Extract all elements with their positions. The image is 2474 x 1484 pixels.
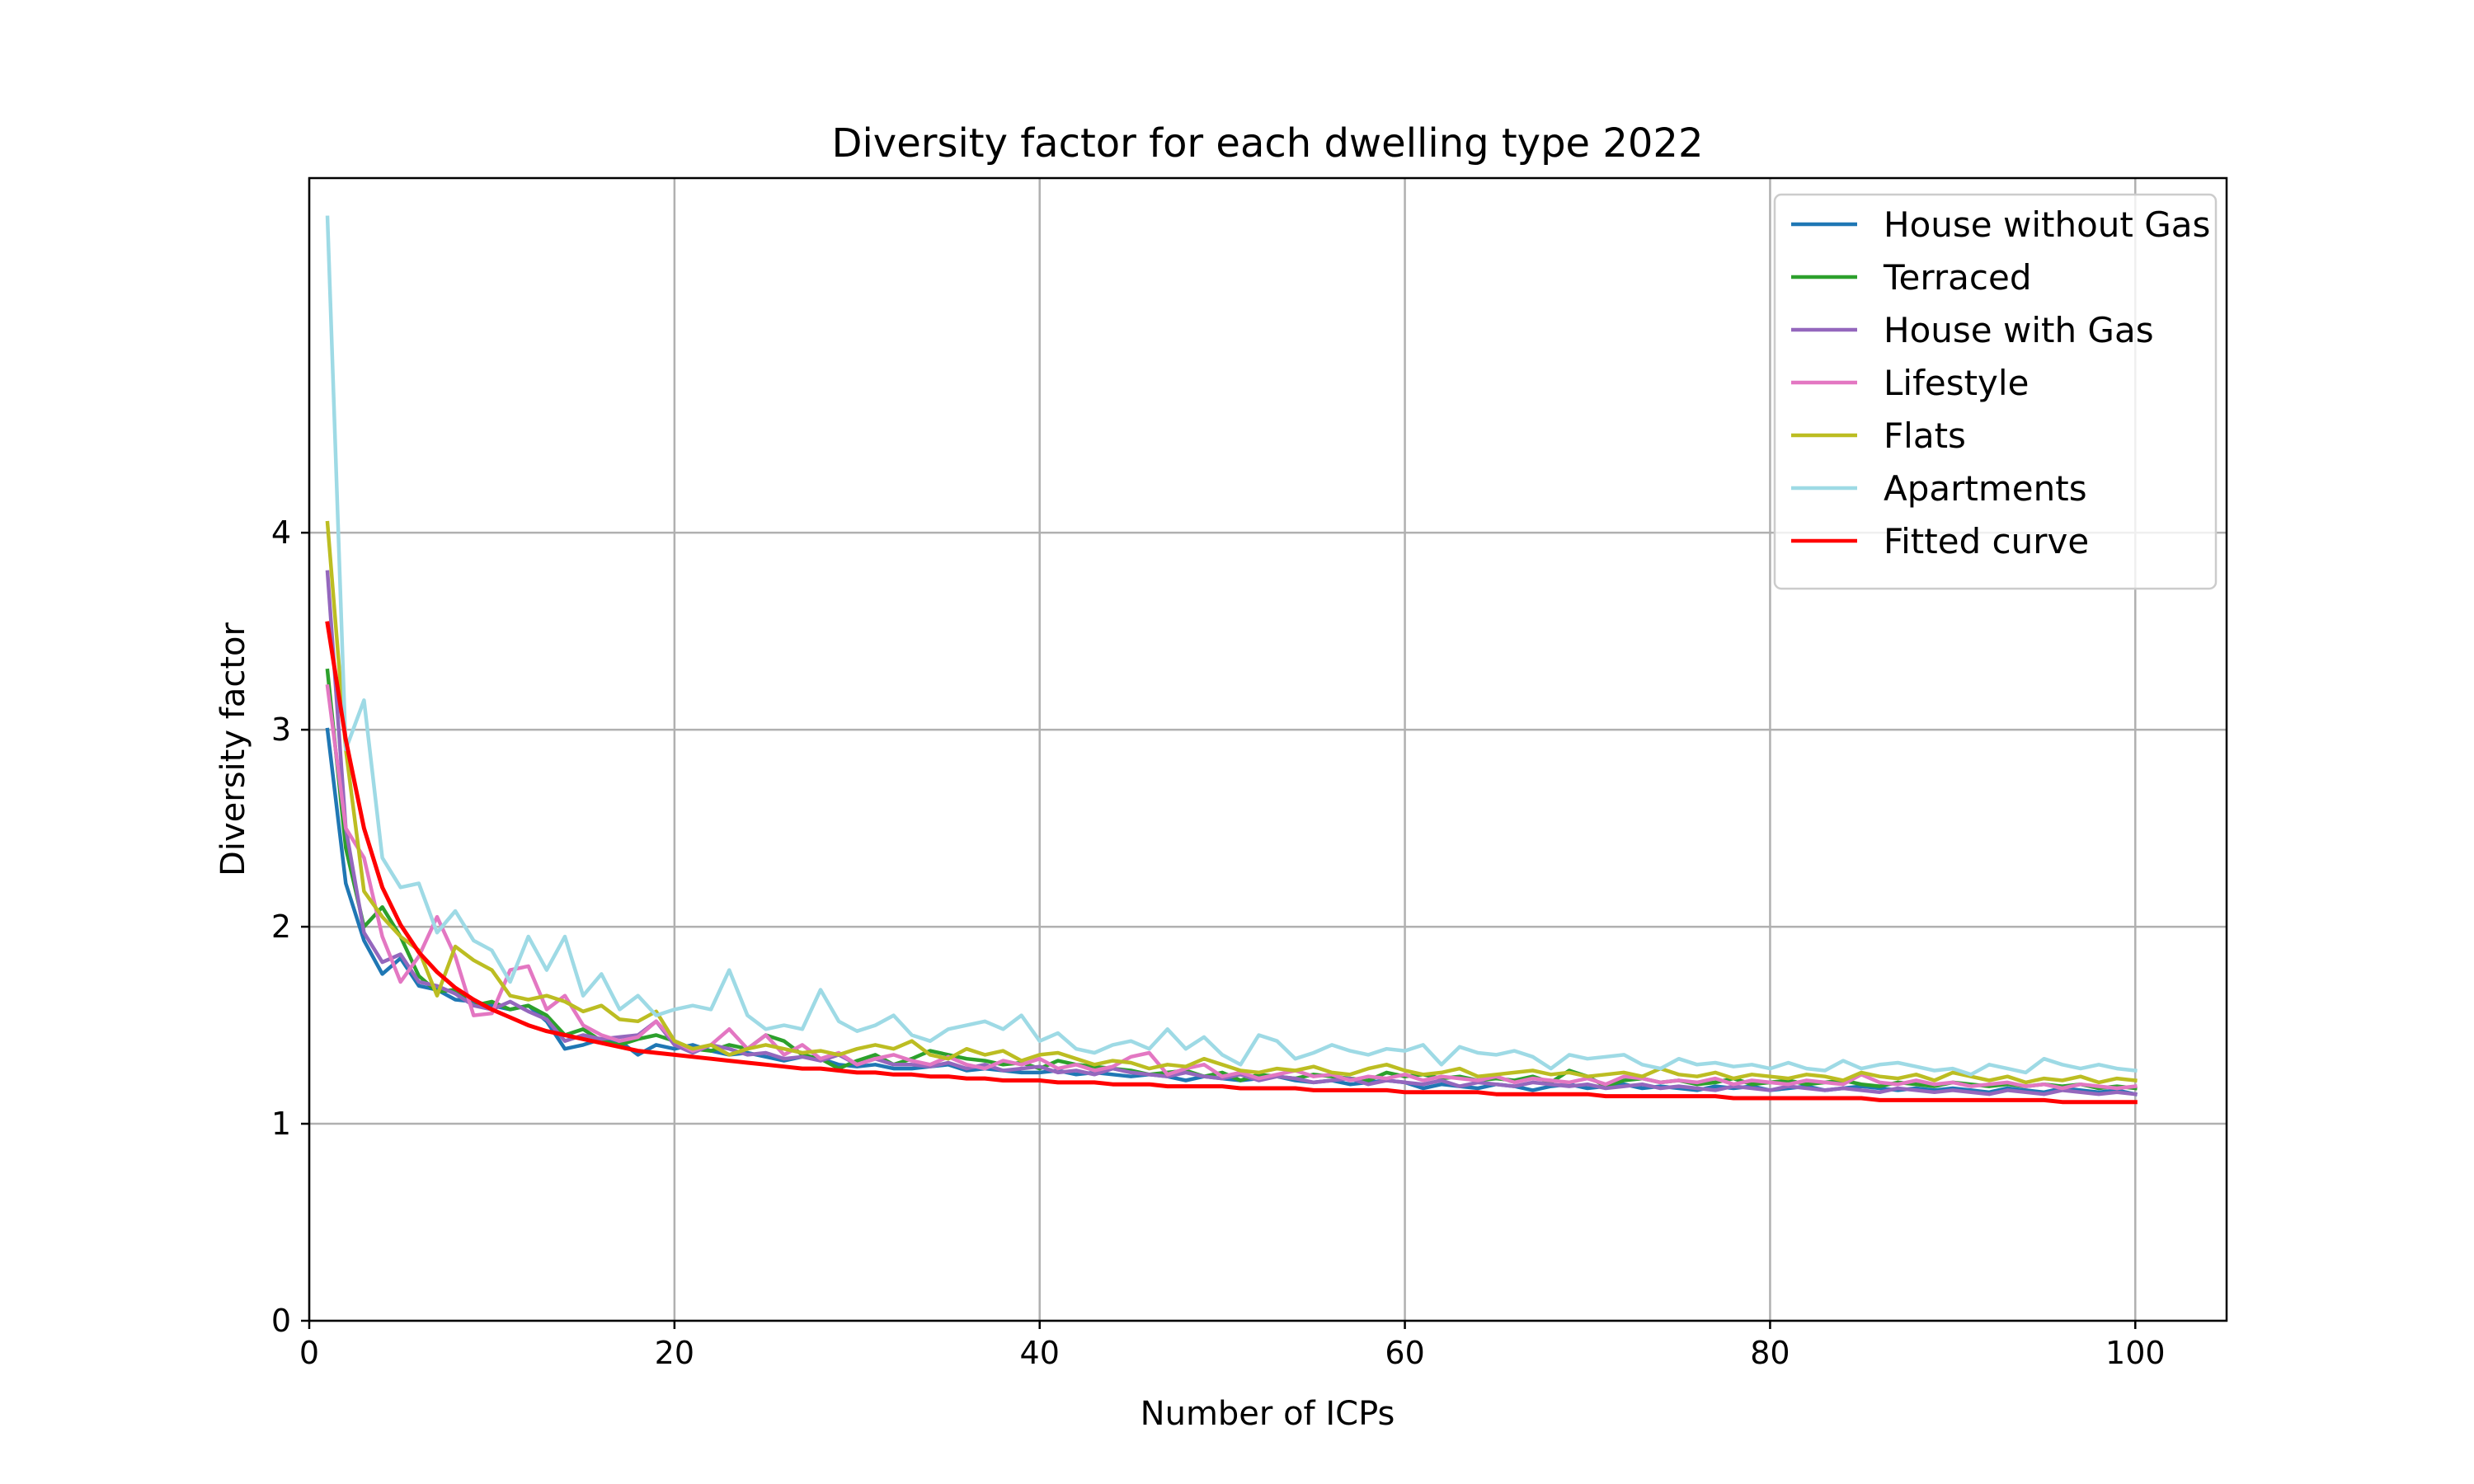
y-tick-label: 4 xyxy=(271,514,291,551)
legend-label: Lifestyle xyxy=(1884,363,2029,403)
x-tick-label: 20 xyxy=(655,1335,694,1371)
x-tick-label: 100 xyxy=(2105,1335,2166,1371)
legend-label: House without Gas xyxy=(1884,204,2210,245)
x-axis-label: Number of ICPs xyxy=(1141,1395,1395,1433)
series-line-4 xyxy=(325,520,2138,1085)
legend-label: House with Gas xyxy=(1884,310,2154,350)
series-line-3 xyxy=(325,683,2138,1091)
legend: House without Gas Terraced House with Gas L… xyxy=(1773,193,2218,590)
series-line-5 xyxy=(325,215,2138,1077)
legend-frame xyxy=(1773,193,2218,590)
series-line-6 xyxy=(325,621,2138,1105)
legend-label: Terraced xyxy=(1883,257,2031,298)
series-line-2 xyxy=(325,570,2138,1097)
x-tick-label: 60 xyxy=(1385,1335,1424,1371)
legend-label: Fitted curve xyxy=(1884,521,2089,561)
x-tick-label: 80 xyxy=(1750,1335,1790,1371)
plot-frame xyxy=(308,176,2228,1322)
legend-label: Flats xyxy=(1884,416,1966,456)
series-lines xyxy=(325,215,2138,1105)
axis-ticks: 0 20 40 60 80 100 0 1 2 3 4 xyxy=(271,514,2166,1371)
y-tick-label: 3 xyxy=(271,711,291,748)
x-tick-label: 0 xyxy=(299,1335,319,1371)
y-tick-label: 0 xyxy=(271,1303,291,1339)
x-tick-label: 40 xyxy=(1020,1335,1060,1371)
y-tick-label: 1 xyxy=(271,1106,291,1142)
y-tick-label: 2 xyxy=(271,909,291,945)
chart-title: Diversity factor for each dwelling type … xyxy=(831,120,1703,167)
legend-label: Apartments xyxy=(1884,468,2087,509)
y-axis-label: Diversity factor xyxy=(214,622,252,876)
